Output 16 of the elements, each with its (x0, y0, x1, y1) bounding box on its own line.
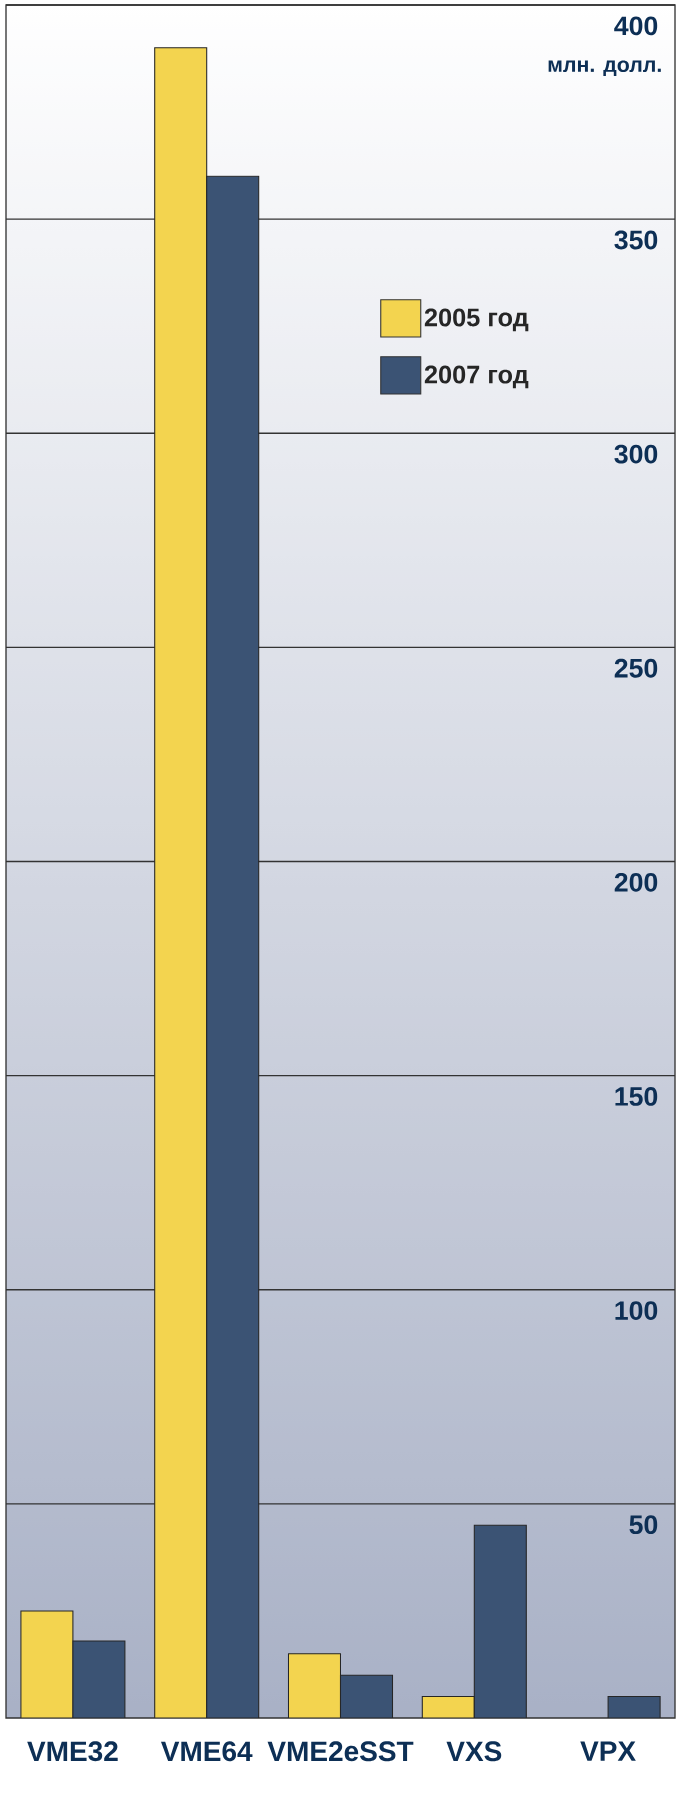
x-tick-label: VME2eSST (267, 1741, 414, 1762)
y-tick-label: 50 (629, 1515, 658, 1535)
x-tick-label: VME64 (160, 1741, 253, 1762)
legend-label: 2007 год (424, 365, 529, 389)
y-axis-title: млн. долл. (548, 60, 661, 77)
y-tick-label: 400 (614, 16, 658, 36)
y-tick-label: 150 (615, 1087, 658, 1106)
y-tick-label: 200 (614, 872, 658, 892)
legend-label: 2005 год (424, 308, 529, 332)
y-tick-label: 300 (614, 444, 658, 464)
x-tick-label: VXS (446, 1741, 502, 1762)
y-tick-label: 100 (615, 1301, 658, 1320)
x-tick-label: VME32 (27, 1741, 118, 1762)
y-tick-label: 250 (614, 658, 658, 678)
x-tick-label: VPX (580, 1741, 636, 1761)
y-tick-label: 350 (614, 230, 658, 250)
